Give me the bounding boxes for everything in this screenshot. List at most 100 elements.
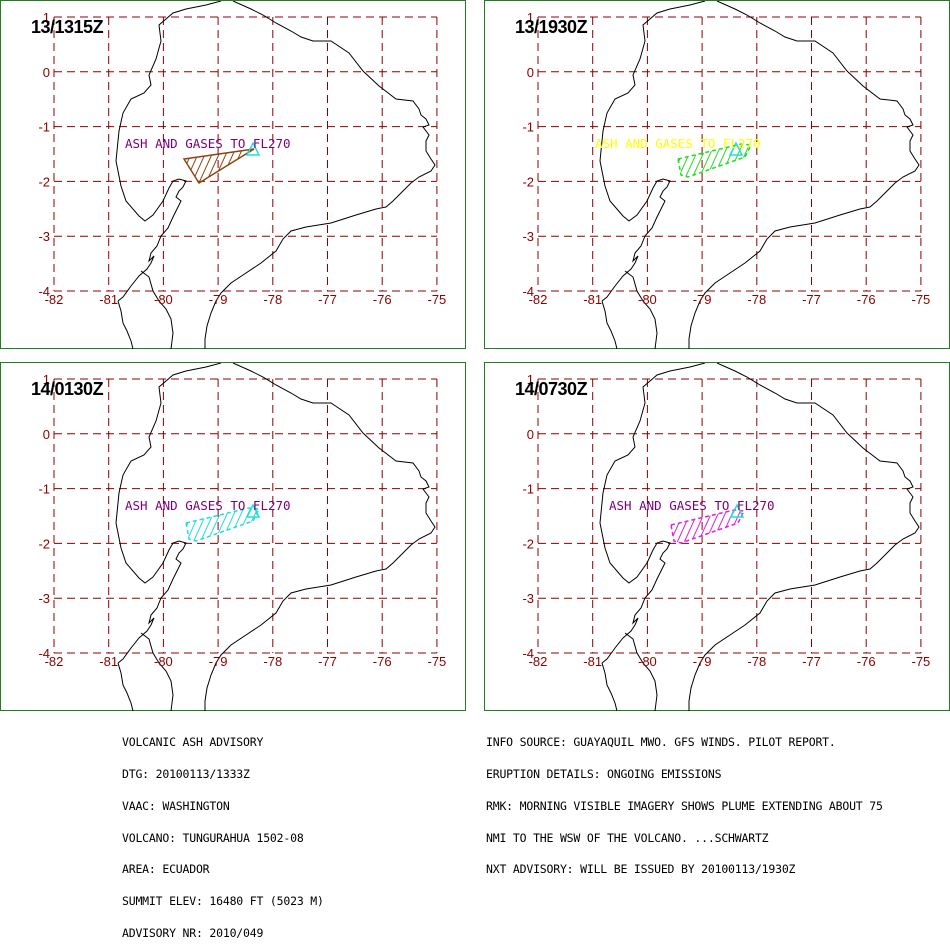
lon-tick-label: -81 <box>583 292 602 307</box>
lon-tick-label: -75 <box>912 292 931 307</box>
plume-label: ASH AND GASES TO FL270 <box>595 136 761 151</box>
advisory-left: VOLCANIC ASH ADVISORY DTG: 20100113/1333… <box>122 716 324 949</box>
coastline <box>601 662 618 712</box>
lon-tick-label: -77 <box>318 292 337 307</box>
volcano-icon <box>245 141 261 156</box>
ash-plume <box>670 509 746 544</box>
lat-tick-label: -2 <box>38 536 50 551</box>
lat-tick-label: -3 <box>38 591 50 606</box>
lon-tick-label: -78 <box>747 654 766 669</box>
map-canvas: -82 -81 -80 -79 -78 -77 -76 -75 1 0 -1 -2 -3 -4 ASH AN… <box>38 1 447 350</box>
volcano-icon <box>729 503 745 518</box>
coastline <box>140 632 174 712</box>
advisory-line: SUMMIT ELEV: 16480 FT (5023 M) <box>122 894 324 909</box>
lat-tick-label: -4 <box>38 284 50 299</box>
lon-tick-label: -75 <box>428 292 447 307</box>
lon-tick-label: -82 <box>45 654 64 669</box>
lat-tick-label: -1 <box>38 120 50 135</box>
plume-label: ASH AND GASES TO FL270 <box>125 498 291 513</box>
lon-tick-label: -80 <box>154 654 173 669</box>
lon-tick-label: -82 <box>45 292 64 307</box>
lat-tick-label: 1 <box>527 10 534 25</box>
lat-tick-label: 1 <box>43 372 50 387</box>
lon-tick-label: -78 <box>263 292 282 307</box>
map-canvas: -82 -81 -80 -79 -78 -77 -76 -75 1 0 -1 -2 -3 -4 ASH AN… <box>522 363 931 712</box>
advisory-line: NMI TO THE WSW OF THE VOLCANO. ...SCHWAR… <box>486 830 769 845</box>
lon-tick-label: -81 <box>583 654 602 669</box>
lon-tick-label: -75 <box>912 654 931 669</box>
advisory-line: ERUPTION DETAILS: ONGOING EMISSIONS <box>486 766 722 781</box>
advisory-line: VOLCANIC ASH ADVISORY <box>122 735 264 750</box>
lon-tick-label: -82 <box>529 654 548 669</box>
map-panel-2: -82 -81 -80 -79 -78 -77 -76 -75 1 0 -1 -2 -3 -4 ASH AN… <box>484 0 950 350</box>
coastline <box>688 1 920 349</box>
ash-plume <box>182 148 255 185</box>
lat-tick-label: -2 <box>522 174 534 189</box>
lon-tick-label: -76 <box>373 654 392 669</box>
lat-tick-label: 1 <box>43 10 50 25</box>
coastline <box>204 1 436 349</box>
coastline <box>115 363 222 664</box>
lon-tick-label: -82 <box>529 292 548 307</box>
advisory-right: INFO SOURCE: GUAYAQUIL MWO. GFS WINDS. P… <box>486 716 883 886</box>
lon-tick-label: -78 <box>747 292 766 307</box>
forecast-time-label: 13/1930Z <box>515 17 588 37</box>
lon-tick-label: -79 <box>693 292 712 307</box>
forecast-time-label: 14/0130Z <box>31 379 104 399</box>
advisory-line: NXT ADVISORY: WILL BE ISSUED BY 20100113… <box>486 862 796 877</box>
lat-tick-label: -4 <box>38 646 50 661</box>
lon-tick-label: -80 <box>154 292 173 307</box>
lon-tick-label: -77 <box>802 292 821 307</box>
map-panel-3: -82 -81 -80 -79 -78 -77 -76 -75 1 0 -1 -2 -3 -4 ASH AN… <box>0 362 466 712</box>
advisory-line: RMK: MORNING VISIBLE IMAGERY SHOWS PLUME… <box>486 798 883 813</box>
lat-tick-label: -3 <box>38 229 50 244</box>
coastline <box>140 270 174 350</box>
advisory-line: ADVISORY NR: 2010/049 <box>122 925 264 940</box>
coastline <box>115 1 222 302</box>
lon-tick-label: -79 <box>693 654 712 669</box>
lon-tick-label: -76 <box>857 654 876 669</box>
lat-tick-label: 0 <box>43 427 50 442</box>
lat-tick-label: -3 <box>522 229 534 244</box>
map-canvas: -82 -81 -80 -79 -78 -77 -76 -75 1 0 -1 -2 -3 -4 ASH AN… <box>38 363 447 712</box>
lon-tick-label: -76 <box>373 292 392 307</box>
lon-tick-label: -77 <box>802 654 821 669</box>
map-panel-1: -82 -81 -80 -79 -78 -77 -76 -75 1 0 -1 -2 -3 -4 ASH AN… <box>0 0 466 350</box>
lat-tick-label: -2 <box>38 174 50 189</box>
advisory-line: AREA: ECUADOR <box>122 862 210 877</box>
lon-tick-label: -76 <box>857 292 876 307</box>
advisory-line: VAAC: WASHINGTON <box>122 798 230 813</box>
lat-tick-label: 0 <box>43 65 50 80</box>
volcano-icon <box>245 503 261 518</box>
advisory-line: DTG: 20100113/1333Z <box>122 766 250 781</box>
coastline <box>624 632 658 712</box>
forecast-time-label: 14/0730Z <box>515 379 588 399</box>
map-canvas: -82 -81 -80 -79 -78 -77 -76 -75 1 0 -1 -2 -3 -4 ASH AN… <box>522 1 931 350</box>
lon-tick-label: -81 <box>99 654 118 669</box>
lon-tick-label: -80 <box>638 654 657 669</box>
lon-tick-label: -80 <box>638 292 657 307</box>
lon-tick-label: -77 <box>318 654 337 669</box>
lat-tick-label: -1 <box>38 482 50 497</box>
volcano-icon <box>728 141 744 156</box>
lon-tick-label: -79 <box>209 654 228 669</box>
coastline <box>624 270 658 350</box>
coastline <box>204 363 436 711</box>
lon-tick-label: -79 <box>209 292 228 307</box>
lon-tick-label: -78 <box>263 654 282 669</box>
coastline <box>599 363 706 664</box>
map-panel-4: -82 -81 -80 -79 -78 -77 -76 -75 1 0 -1 -2 -3 -4 ASH AN… <box>484 362 950 712</box>
coastline <box>601 300 618 350</box>
ash-plume <box>185 507 261 542</box>
lat-tick-label: -4 <box>522 284 534 299</box>
lat-tick-label: -1 <box>522 482 534 497</box>
lon-tick-label: -75 <box>428 654 447 669</box>
plume-label: ASH AND GASES TO FL270 <box>125 136 291 151</box>
lon-tick-label: -81 <box>99 292 118 307</box>
coastline <box>688 363 920 711</box>
coastline <box>117 300 134 350</box>
advisory-line: VOLCANO: TUNGURAHUA 1502-08 <box>122 830 304 845</box>
lat-tick-label: 0 <box>527 65 534 80</box>
advisory-line: INFO SOURCE: GUAYAQUIL MWO. GFS WINDS. P… <box>486 735 836 750</box>
lat-tick-label: -4 <box>522 646 534 661</box>
